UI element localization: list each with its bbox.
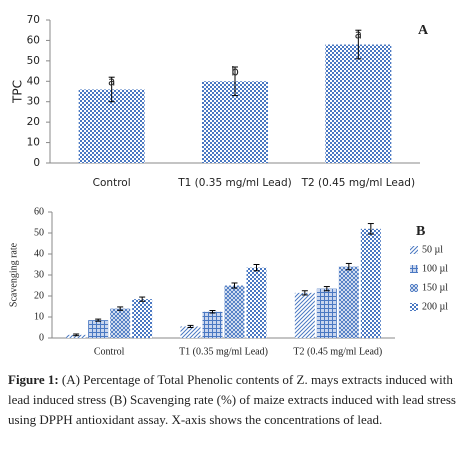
- bar: [316, 288, 337, 338]
- legend-label: 150 µl: [422, 282, 448, 293]
- y-axis-label: TPC: [11, 80, 25, 104]
- bar-label: b: [231, 64, 239, 78]
- x-tick-label: Control: [94, 346, 125, 357]
- bar: [294, 292, 315, 338]
- bar: [360, 228, 381, 338]
- error-bar: [355, 29, 362, 60]
- y-tick-label: 0: [33, 157, 40, 169]
- y-tick-label: 40: [34, 248, 44, 259]
- y-tick-label: 30: [34, 269, 44, 280]
- error-bar: [139, 296, 146, 302]
- error-bar: [253, 264, 260, 272]
- bar: [110, 308, 131, 338]
- legend-swatch: [410, 303, 418, 311]
- error-bar: [367, 223, 374, 235]
- error-bar: [345, 262, 352, 271]
- bar: [66, 334, 87, 338]
- bar: [180, 326, 201, 338]
- error-bar: [209, 309, 216, 314]
- x-tick-label: T2 (0.45 mg/ml Lead): [301, 177, 415, 189]
- y-tick-label: 70: [27, 14, 40, 26]
- y-tick-label: 10: [27, 137, 40, 149]
- bar: [202, 311, 223, 338]
- legend-swatch: [410, 246, 418, 254]
- legend-swatch: [410, 265, 418, 273]
- bar: [224, 285, 245, 338]
- y-tick-label: 10: [34, 311, 44, 322]
- caption-label: Figure 1:: [8, 372, 59, 387]
- error-bar: [108, 76, 115, 103]
- error-bar: [187, 324, 194, 328]
- y-tick-label: 0: [39, 332, 44, 343]
- legend-label: 50 µl: [422, 244, 443, 255]
- bar: [246, 267, 267, 338]
- bar-label: a: [355, 28, 362, 42]
- y-tick-label: 40: [27, 75, 40, 87]
- figure: 0 10 20 30 40 50 60 70 TPC A Control a T1 (0.35 mg/m…: [8, 14, 448, 357]
- bar: [338, 266, 359, 338]
- y-tick-label: 30: [27, 96, 40, 108]
- error-bar: [231, 282, 238, 289]
- legend-swatch: [410, 284, 418, 292]
- x-tick-label: Control: [93, 177, 131, 189]
- y-axis-label: Scavenging rate: [8, 242, 19, 307]
- legend-label: 200 µl: [422, 301, 448, 312]
- legend-label: 100 µl: [422, 263, 448, 274]
- x-tick-label: T1 (0.35 mg/ml Lead): [179, 346, 268, 357]
- y-tick-label: 50: [27, 55, 40, 67]
- error-bar: [95, 318, 102, 322]
- bar-label: a: [108, 75, 115, 89]
- caption: Figure 1: (A) Percentage of Total Phenol…: [8, 370, 460, 430]
- panel-label: A: [418, 23, 429, 38]
- panel-label: B: [416, 224, 425, 239]
- y-tick-label: 20: [34, 290, 44, 301]
- bar: [132, 299, 153, 338]
- bar: [325, 44, 392, 164]
- x-tick-label: T1 (0.35 mg/ml Lead): [177, 177, 291, 189]
- error-bar: [301, 290, 308, 296]
- error-bar: [73, 333, 80, 337]
- error-bar: [323, 286, 330, 292]
- error-bar: [117, 306, 124, 311]
- chart-a: 0 10 20 30 40 50 60 70 TPC A Control a T1 (0.35 mg/m…: [11, 14, 430, 189]
- x-tick-label: T2 (0.45 mg/ml Lead): [293, 346, 382, 357]
- y-tick-label: 60: [34, 206, 44, 217]
- caption-text: (A) Percentage of Total Phenolic content…: [8, 372, 456, 427]
- y-tick-label: 60: [27, 34, 40, 46]
- y-tick-label: 20: [27, 116, 40, 128]
- chart-b: 0 10 20 30 40 50 60 Scavenging rate B Control T1 (…: [8, 206, 448, 357]
- error-bar: [232, 66, 238, 97]
- bar: [88, 320, 109, 338]
- y-tick-label: 50: [34, 227, 44, 238]
